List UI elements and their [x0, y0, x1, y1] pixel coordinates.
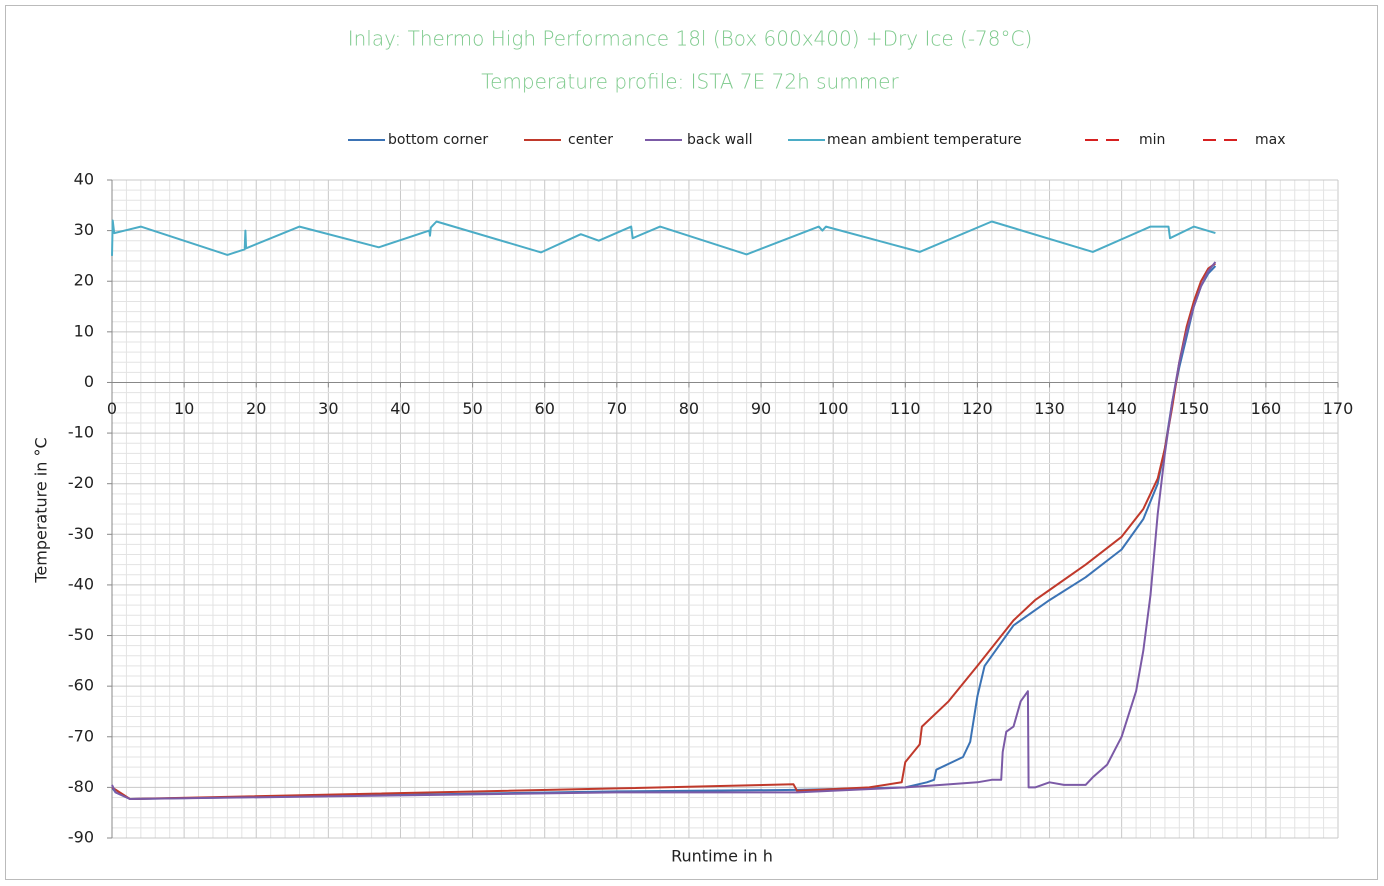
chart-frame	[5, 5, 1378, 880]
x-tick-label: 70	[607, 399, 627, 418]
series-line	[111, 219, 1216, 256]
y-tick-label: -80	[68, 777, 94, 796]
x-tick-label: 20	[246, 399, 266, 418]
y-tick-label: -20	[68, 473, 94, 492]
y-tick-label: -50	[68, 625, 94, 644]
y-tick-label: 40	[74, 170, 94, 189]
x-tick-label: 10	[174, 399, 194, 418]
x-tick-label: 80	[679, 399, 699, 418]
legend-label: mean ambient temperature	[827, 132, 1022, 148]
x-tick-label: 30	[318, 399, 338, 418]
y-axis-title: Temperature in °C	[32, 437, 51, 583]
series-line	[111, 261, 1217, 800]
legend-label: max	[1255, 132, 1286, 148]
y-tick-label: -40	[68, 574, 94, 593]
y-tick-label: -70	[68, 726, 94, 745]
y-tick-label: 20	[74, 271, 94, 290]
x-tick-label: 100	[818, 399, 849, 418]
x-tick-label: 60	[535, 399, 555, 418]
x-tick-label: 150	[1178, 399, 1209, 418]
y-tick-label: -30	[68, 524, 94, 543]
y-tick-label: -60	[68, 676, 94, 695]
y-tick-label: -10	[68, 423, 94, 442]
x-tick-label: 40	[390, 399, 410, 418]
chart-title: Inlay: Thermo High Performance 18l (Box …	[348, 27, 1033, 51]
x-tick-label: 110	[890, 399, 921, 418]
x-tick-label: 160	[1251, 399, 1282, 418]
legend-label: min	[1139, 132, 1165, 148]
x-tick-label: 140	[1106, 399, 1137, 418]
x-tick-label: 130	[1034, 399, 1065, 418]
legend-label: back wall	[687, 132, 753, 148]
x-tick-label: 0	[107, 399, 117, 418]
y-tick-label: 10	[74, 321, 94, 340]
x-axis-title: Runtime in h	[671, 847, 773, 866]
y-tick-label: 30	[74, 220, 94, 239]
legend-label: bottom corner	[388, 132, 488, 148]
legend-label: center	[568, 132, 613, 148]
x-tick-label: 120	[962, 399, 993, 418]
x-tick-label: 170	[1323, 399, 1354, 418]
chart-subtitle: Temperature profile: ISTA 7E 72h summer	[481, 70, 899, 94]
x-tick-label: 90	[751, 399, 771, 418]
y-tick-label: -90	[68, 828, 94, 847]
y-tick-label: 0	[84, 372, 94, 391]
x-tick-label: 50	[462, 399, 482, 418]
